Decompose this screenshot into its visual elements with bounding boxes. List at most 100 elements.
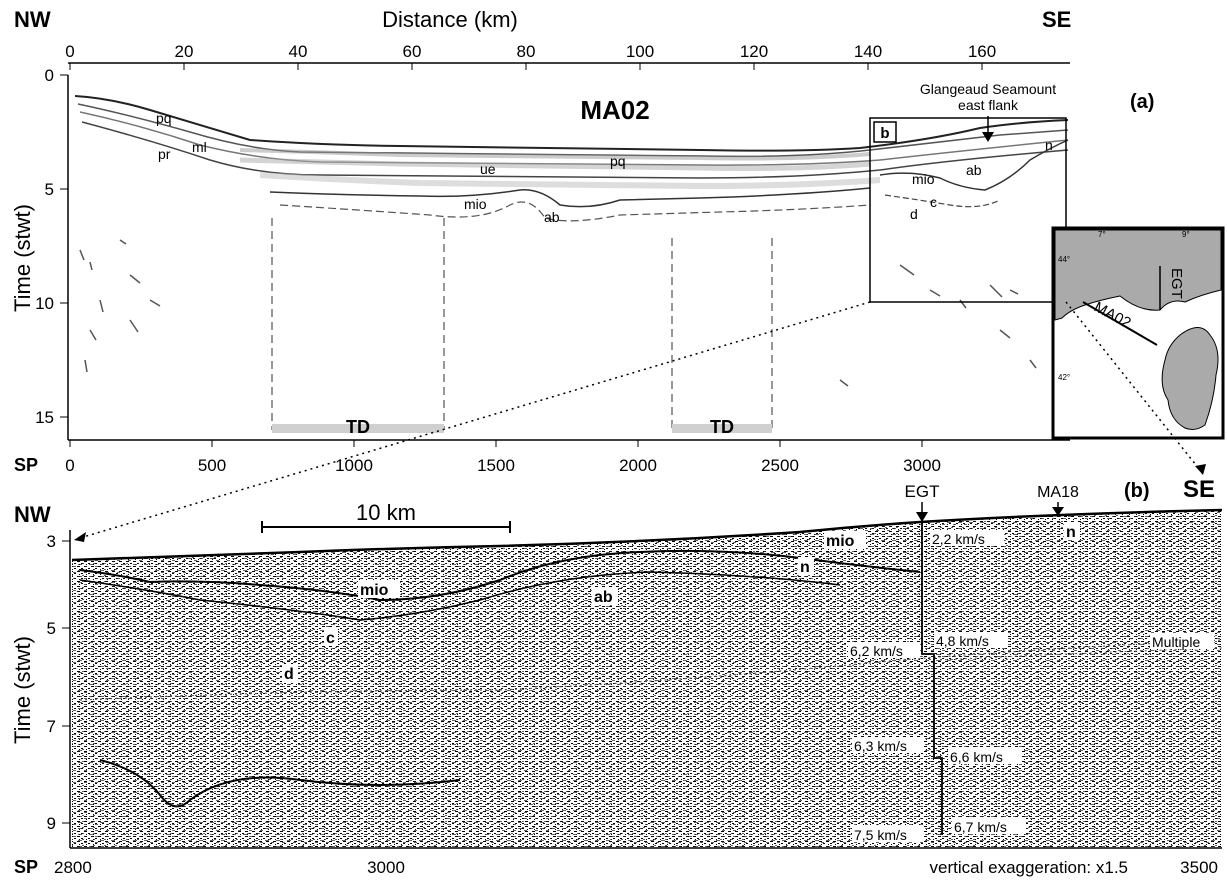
ma18-marker-arrow: [1052, 507, 1064, 516]
time-tick-label: 0: [45, 66, 54, 85]
unit-label-pq: pq: [156, 110, 172, 126]
panel-b-time-tick-label: 5: [47, 619, 56, 638]
ma18-marker-label: MA18: [1037, 484, 1079, 501]
velocity-label-backgrounds: [848, 530, 1214, 842]
distance-tick-label: 80: [517, 42, 536, 61]
unit-label-n: n: [1045, 137, 1053, 153]
panel-a-se-label: SE: [1042, 7, 1071, 32]
panel-b-reflectors: [71, 508, 1223, 808]
panel-b-unit-d: d: [284, 666, 294, 683]
panel-b-time-axis-ticks: [62, 540, 70, 824]
td-zone-2-label: TD: [710, 417, 734, 437]
distance-tick-label: 0: [65, 42, 74, 61]
distance-tick-label: 40: [289, 42, 308, 61]
time-tick-label: 10: [35, 294, 54, 313]
scale-bar-label: 10 km: [356, 500, 416, 525]
distance-tick-label: 60: [403, 42, 422, 61]
unit-label-mio: mio: [464, 196, 487, 212]
deep-reflectors-west: [79, 239, 161, 373]
panel-a-sp-label: SP: [14, 455, 38, 475]
inset-map-lat-44: 44°: [1058, 255, 1070, 264]
inset-map-profile-ma02: [1082, 301, 1158, 346]
velocity-label-6-6: 6,6 km/s: [950, 749, 1003, 765]
seafloor-horizon: [74, 95, 1069, 152]
panel-b-unit-n: n: [800, 559, 810, 576]
panel-b-unit-label-backgrounds: [282, 522, 1080, 682]
multiple-label: Multiple: [1152, 634, 1200, 650]
panel-b-sp-label: SP: [14, 857, 38, 877]
unit-label-ab-2: ab: [966, 162, 982, 178]
detail-box-b-label: b: [880, 125, 889, 142]
panel-b-time-tick-label: 7: [47, 717, 56, 736]
horizon-east-flank: [879, 139, 1069, 191]
deep-reflectors-east: [839, 264, 1037, 387]
distance-axis-ticks: [69, 63, 983, 70]
detail-box-b: [869, 117, 1067, 303]
inset-map-corsica: [1161, 327, 1219, 430]
distance-tick-label: 120: [740, 42, 768, 61]
panel-b-nw-label: NW: [14, 502, 51, 527]
unit-label-ue: ue: [480, 161, 496, 177]
sp-tick-label: 500: [198, 456, 226, 475]
egt-marker-label: EGT: [905, 482, 940, 501]
sp-tick-label: 0: [65, 456, 74, 475]
distance-tick-label: 20: [175, 42, 194, 61]
panel-a: NW SE Distance (km) 0 20 40 60 80 100 12…: [10, 7, 1154, 475]
distance-tick-label: 140: [854, 42, 882, 61]
unit-label-ab: ab: [544, 209, 560, 225]
unit-label-pr: pr: [158, 146, 171, 162]
inset-map-lon-9: 9°: [1182, 230, 1190, 239]
inset-map-lon-7: 7°: [1098, 230, 1106, 239]
seamount-label-line-2: east flank: [958, 97, 1019, 113]
seamount-label-line-1: Glangeaud Seamount: [920, 81, 1056, 97]
vertical-exaggeration-note: vertical exaggeration: x1.5: [930, 858, 1128, 877]
unit-label-c: c: [930, 194, 937, 210]
zoom-connector-left: [79, 301, 871, 539]
inset-map-mainland: [1054, 229, 1222, 321]
panel-b-unit-mio-2: mio: [826, 533, 855, 550]
velocity-label-6-2: 6,2 km/s: [850, 643, 903, 659]
distance-axis-title: Distance (km): [382, 7, 518, 32]
time-tick-label: 5: [45, 180, 54, 199]
td-zone-2-bar: [672, 424, 772, 433]
horizon-band-1: [239, 148, 871, 161]
profile-title: MA02: [580, 95, 649, 125]
seamount-arrow-head: [982, 132, 994, 142]
panel-b: NW SE (b) 3 5 7 9 Time (stwt) SP: [10, 476, 1223, 877]
inset-map-lat-42: 42°: [1058, 373, 1070, 382]
time-axis-ticks: [60, 74, 68, 418]
horizon-ab: [279, 201, 871, 222]
distance-tick-label: 160: [968, 42, 996, 61]
unit-label-d: d: [910, 206, 918, 222]
sp-tick-label: 1000: [335, 456, 373, 475]
velocity-log: [921, 522, 943, 835]
inset-map-egt-label: EGT: [1168, 268, 1185, 299]
velocity-label-7-5: 7,5 km/s: [854, 827, 907, 843]
interpreted-section: [74, 95, 1069, 387]
seismic-image-texture: [72, 510, 1222, 848]
unit-label-mio-2: mio: [912, 171, 935, 187]
panel-b-sp-tick-label: 3500: [1180, 858, 1218, 877]
panel-b-unit-mio: mio: [360, 582, 389, 599]
td-zone-1-bar: [272, 424, 444, 433]
velocity-label-6-3: 6,3 km/s: [854, 738, 907, 754]
horizon-c-d: [884, 194, 1001, 208]
zoom-connector-left-arrow: [74, 532, 86, 542]
sp-tick-label: 1500: [477, 456, 515, 475]
horizon-band-3: [259, 172, 881, 190]
sp-tick-label: 2500: [761, 456, 799, 475]
horizon-ml: [81, 121, 1069, 179]
velocity-label-6-7: 6,7 km/s: [954, 819, 1007, 835]
panel-a-time-axis-title: Time (stwt): [10, 204, 35, 312]
panel-a-nw-label: NW: [14, 7, 51, 32]
panel-b-time-tick-label: 3: [47, 532, 56, 551]
zoom-connector-right-arrow: [1195, 464, 1206, 475]
egt-marker-arrow: [916, 512, 928, 522]
panel-b-unit-n-2: n: [1066, 524, 1076, 541]
panel-b-time-axis-title: Time (stwt): [10, 636, 35, 744]
sp-axis-ticks: [69, 440, 923, 447]
panel-b-letter: (b): [1124, 480, 1150, 502]
horizon-pr: [79, 111, 1069, 166]
time-tick-label: 15: [35, 408, 54, 427]
